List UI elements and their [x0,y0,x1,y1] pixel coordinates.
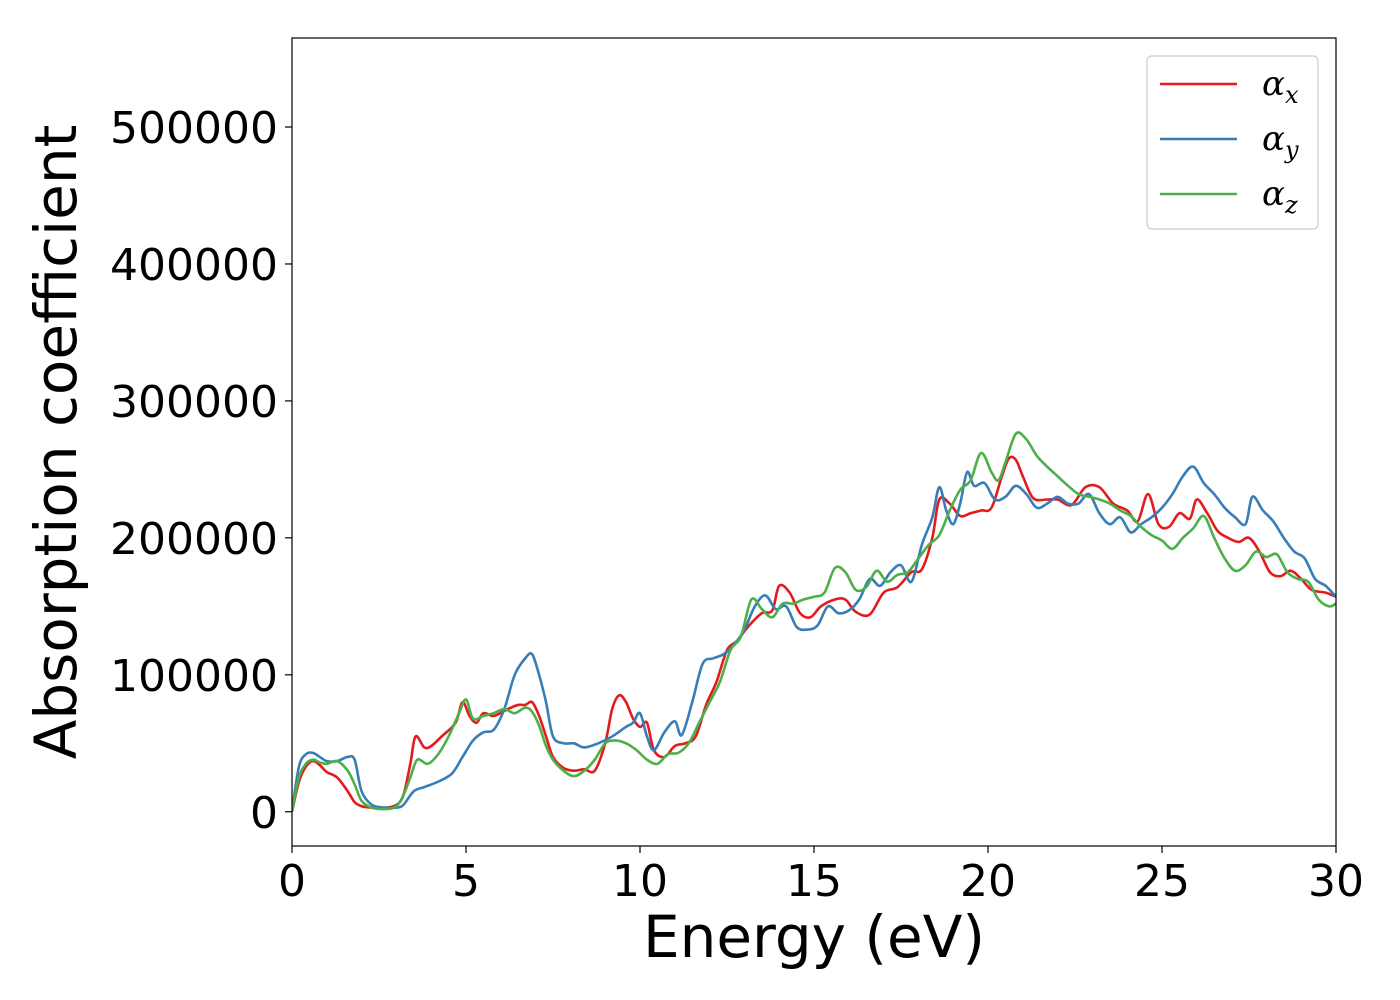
legend-label-x: αx [1262,64,1299,109]
y-tick-label: 200000 [110,514,278,565]
y-tick-label: 100000 [110,651,278,702]
series-layer [292,431,1336,813]
x-tick-label: 0 [278,856,306,907]
y-tick-label: 500000 [110,103,278,154]
tick-layer: 0 5 10 15 20 25 30 0 100000 200000 300000 400000 500… [110,103,1364,907]
x-tick-label: 10 [612,856,668,907]
legend-entries: αx αy αz [1160,64,1299,219]
x-tick-label: 30 [1308,856,1364,907]
x-tick-label: 15 [786,856,842,907]
y-tick-label: 300000 [110,377,278,428]
legend: αx αy αz [1146,55,1319,230]
series-line-z [292,431,1336,813]
x-tick-label: 20 [960,856,1016,907]
legend-label-z: αz [1262,174,1298,219]
legend-label-y: αy [1262,119,1299,164]
y-tick-label: 0 [250,788,278,839]
series-line-x [292,455,1336,813]
legend-box [1146,55,1319,230]
x-tick-label: 5 [452,856,480,907]
series-line-y [292,465,1336,812]
x-axis-label: Energy (eV) [643,903,985,971]
y-tick-label: 400000 [110,240,278,291]
x-tick-label: 25 [1134,856,1190,907]
y-axis-label: Absorption coefficient [22,125,90,760]
